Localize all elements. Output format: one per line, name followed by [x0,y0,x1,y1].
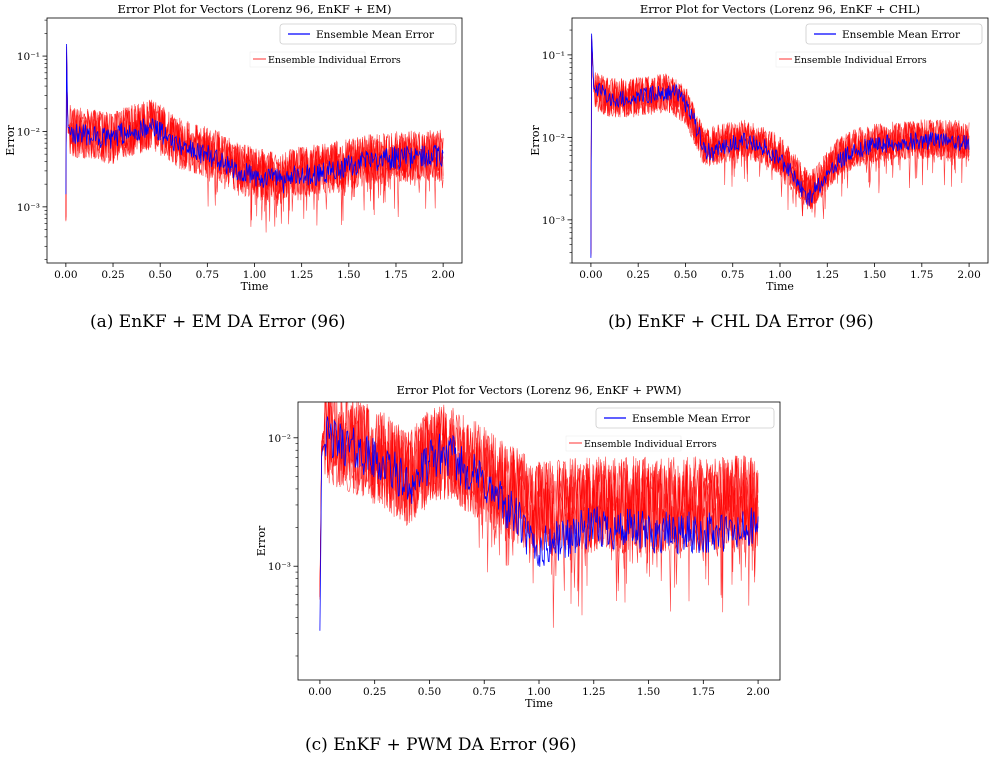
caption-b: (b) EnKF + CHL DA Error (96) [608,312,874,332]
ensemble-individual-error-member [319,402,759,612]
x-tick-label: 0.75 [473,686,496,698]
x-tick-label: 1.00 [768,269,791,281]
plot-area [65,43,444,233]
x-tick-label: 1.00 [527,686,550,698]
legend-box-mean [805,23,983,45]
x-tick-label: 0.25 [101,269,124,281]
y-tick-label: 10⁻¹ [17,51,40,63]
error-chart-em: Error Plot for Vectors (Lorenz 96, EnKF … [4,2,463,293]
chart-panel-b: Error Plot for Vectors (Lorenz 96, EnKF … [520,0,994,300]
legend: Ensemble Mean Error Ensemble Individual E… [249,23,457,68]
plot-area [590,33,970,258]
y-axis-label: Error [4,125,17,156]
ensemble-individual-error-member [65,46,444,220]
legend-label-individual: Ensemble Individual Errors [584,439,717,450]
y-tick-label: 10⁻² [17,126,40,138]
ensemble-mean-error-line [590,33,970,258]
x-tick-label: 1.75 [910,269,933,281]
ensemble-individual-error-member [590,39,970,250]
legend-box-individual [775,51,892,68]
x-tick-label: 1.75 [692,686,715,698]
caption-c: (c) EnKF + PWM DA Error (96) [305,735,577,755]
ensemble-individual-error-member [319,402,759,603]
x-tick-label: 2.00 [746,686,769,698]
y-tick-label: 10⁻² [542,132,565,144]
x-axis-label: Time [241,280,269,293]
x-tick-label: 0.50 [148,269,171,281]
caption-a: (a) EnKF + EM DA Error (96) [90,312,346,332]
y-tick-label: 10⁻² [268,433,291,445]
x-tick-label: 0.25 [626,269,649,281]
x-axis-label: Time [525,697,553,710]
ensemble-individual-error-member [319,402,759,613]
plot-area [319,402,759,631]
x-tick-label: 2.00 [957,269,980,281]
chart-panel-c: Error Plot for Vectors (Lorenz 96, EnKF … [230,376,790,721]
legend-box-mean [279,23,457,45]
x-axis-label: Time [766,280,794,293]
x-tick-label: 0.50 [674,269,697,281]
y-tick-label: 10⁻¹ [542,50,565,62]
ensemble-mean-error-line [319,416,759,631]
y-axis-label: Error [529,125,542,156]
legend-label-mean: Ensemble Mean Error [632,413,751,425]
x-tick-label: 1.50 [863,269,886,281]
legend-label-mean: Ensemble Mean Error [842,29,961,41]
x-tick-label: 1.00 [243,269,266,281]
x-tick-label: 0.50 [418,686,441,698]
x-tick-label: 0.75 [721,269,744,281]
chart-title: Error Plot for Vectors (Lorenz 96, EnKF … [396,383,681,397]
legend-label-individual: Ensemble Individual Errors [268,55,401,66]
y-tick-label: 10⁻³ [542,215,565,227]
x-tick-label: 0.00 [579,269,602,281]
x-tick-label: 1.25 [582,686,605,698]
x-tick-label: 1.25 [816,269,839,281]
ensemble-mean-error-line [65,43,444,195]
y-tick-label: 10⁻³ [17,202,40,214]
y-axis-label: Error [255,525,268,556]
error-chart-pwm: Error Plot for Vectors (Lorenz 96, EnKF … [255,383,781,710]
error-chart-chl: Error Plot for Vectors (Lorenz 96, EnKF … [529,2,989,293]
x-tick-label: 1.25 [290,269,313,281]
chart-panel-a: Error Plot for Vectors (Lorenz 96, EnKF … [0,0,470,300]
legend-label-individual: Ensemble Individual Errors [794,55,927,66]
legend-label-mean: Ensemble Mean Error [316,29,435,41]
x-tick-label: 1.50 [337,269,360,281]
legend-box-individual [565,435,682,452]
x-tick-label: 1.75 [384,269,407,281]
y-tick-label: 10⁻³ [268,561,291,573]
x-tick-label: 0.00 [54,269,77,281]
x-tick-label: 0.00 [308,686,331,698]
chart-title: Error Plot for Vectors (Lorenz 96, EnKF … [640,2,920,16]
legend-box-mean [595,407,775,429]
legend: Ensemble Mean Error Ensemble Individual E… [775,23,983,68]
x-tick-label: 0.75 [196,269,219,281]
chart-title: Error Plot for Vectors (Lorenz 96, EnKF … [118,2,392,16]
x-tick-label: 1.50 [637,686,660,698]
legend: Ensemble Mean Error Ensemble Individual E… [565,407,775,452]
x-tick-label: 2.00 [431,269,454,281]
x-tick-label: 0.25 [363,686,386,698]
legend-box-individual [249,51,366,68]
